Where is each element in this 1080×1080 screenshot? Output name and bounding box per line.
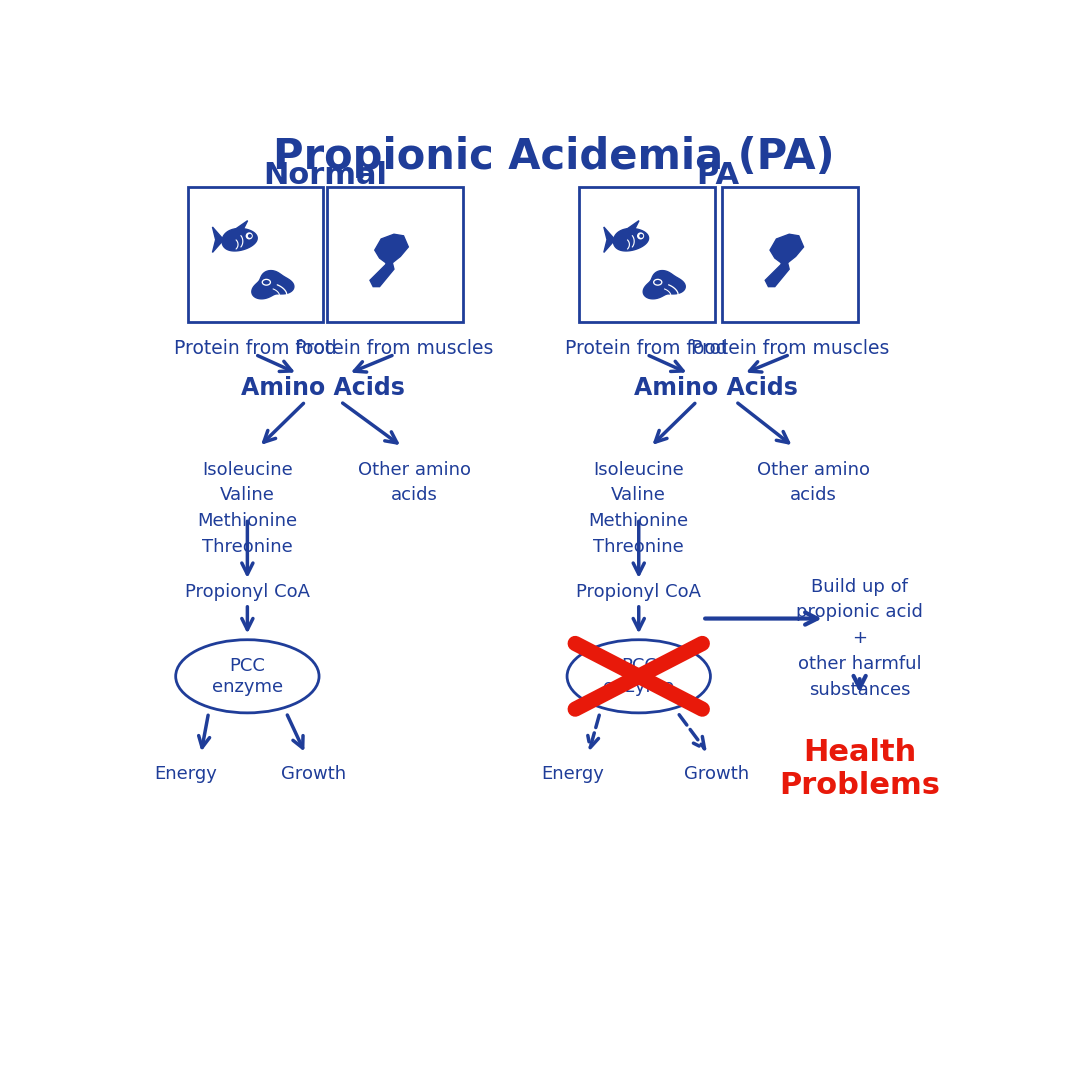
Polygon shape (766, 262, 789, 286)
Polygon shape (234, 220, 247, 230)
Polygon shape (222, 229, 257, 251)
Text: Health
Problems: Health Problems (779, 738, 940, 800)
Bar (327, 187, 463, 322)
Polygon shape (613, 229, 649, 251)
Text: Energy: Energy (154, 765, 217, 783)
Bar (579, 187, 715, 322)
Polygon shape (644, 271, 685, 299)
Circle shape (248, 234, 252, 238)
Text: Isoleucine
Valine
Methionine
Threonine: Isoleucine Valine Methionine Threonine (198, 461, 297, 556)
Text: Protein from muscles: Protein from muscles (691, 339, 889, 359)
Text: PCC: PCC (229, 657, 266, 675)
Text: enzyme: enzyme (212, 678, 283, 697)
Text: enzyme: enzyme (604, 678, 674, 697)
Text: Growth: Growth (684, 765, 748, 783)
Text: PA: PA (697, 161, 740, 190)
Polygon shape (770, 234, 804, 265)
Text: PCC: PCC (621, 657, 657, 675)
Text: Normal: Normal (262, 161, 387, 190)
Text: Protein from food: Protein from food (174, 339, 337, 359)
Text: Protein from food: Protein from food (565, 339, 728, 359)
Text: Amino Acids: Amino Acids (634, 376, 798, 400)
Circle shape (640, 234, 643, 238)
Bar (188, 187, 323, 322)
Text: Isoleucine
Valine
Methionine
Threonine: Isoleucine Valine Methionine Threonine (589, 461, 689, 556)
Text: Growth: Growth (281, 765, 346, 783)
Text: Protein from muscles: Protein from muscles (296, 339, 494, 359)
Text: Propionic Acidemia (PA): Propionic Acidemia (PA) (272, 136, 835, 177)
Text: Build up of
propionic acid
+
other harmful
substances: Build up of propionic acid + other harmf… (796, 578, 923, 699)
Polygon shape (604, 227, 615, 253)
Text: Other amino
acids: Other amino acids (357, 461, 471, 504)
Polygon shape (370, 262, 394, 286)
Polygon shape (252, 271, 294, 299)
Circle shape (246, 233, 252, 239)
Text: Other amino
acids: Other amino acids (757, 461, 869, 504)
Polygon shape (626, 220, 639, 230)
Text: Energy: Energy (541, 765, 605, 783)
Polygon shape (213, 227, 224, 253)
Text: Propionyl CoA: Propionyl CoA (577, 582, 701, 600)
Text: Amino Acids: Amino Acids (242, 376, 405, 400)
Circle shape (637, 233, 644, 239)
Text: Propionyl CoA: Propionyl CoA (185, 582, 310, 600)
Polygon shape (375, 234, 408, 265)
Bar (723, 187, 859, 322)
